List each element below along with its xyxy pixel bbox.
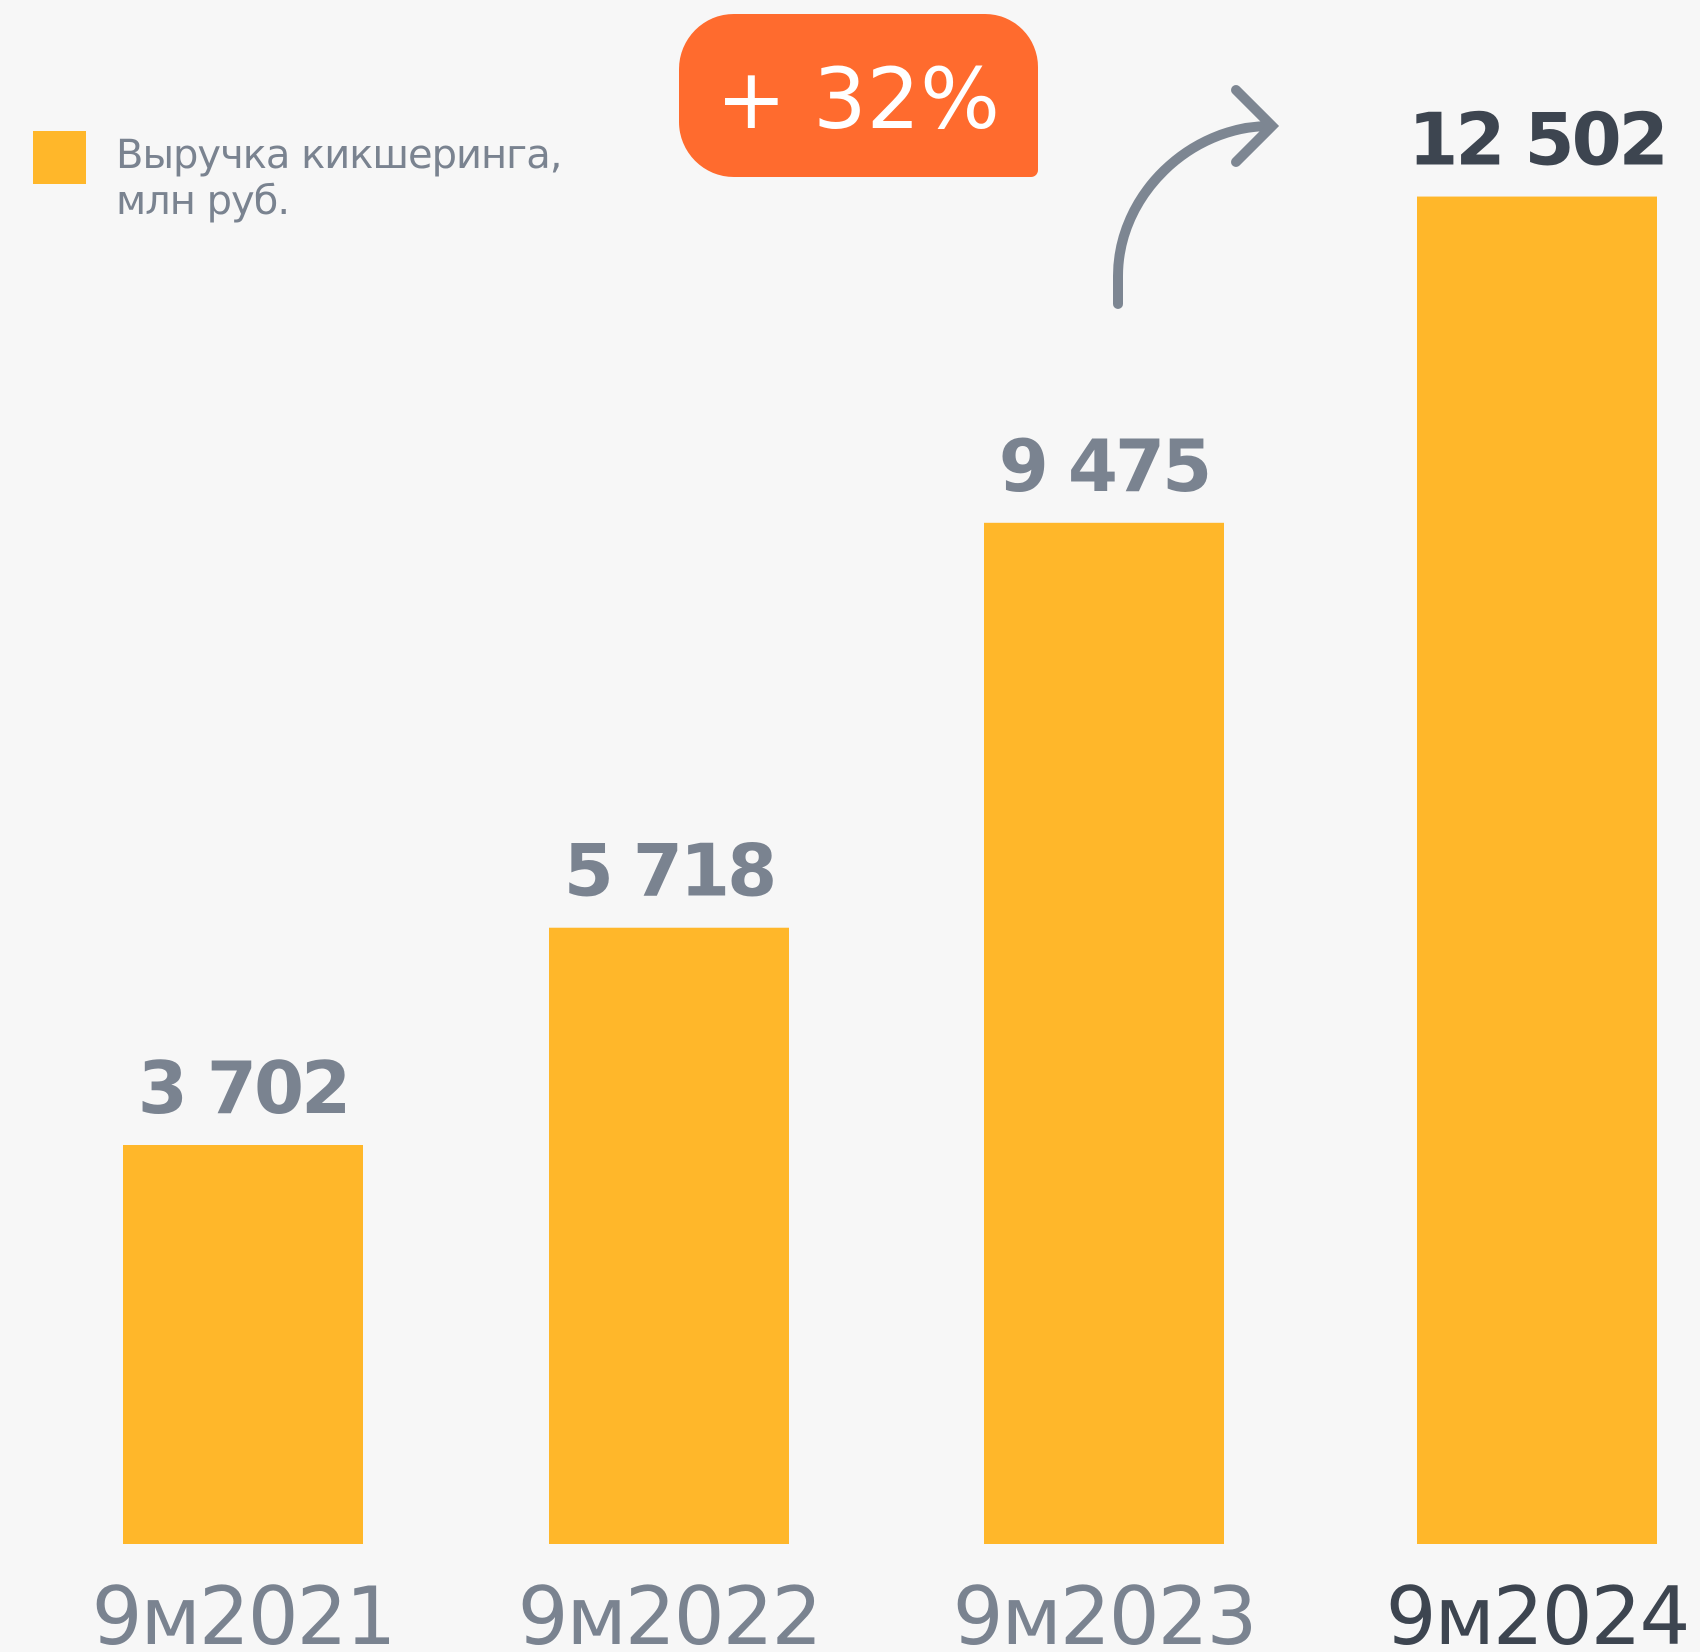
legend-label: Выручка кикшеринга, млн руб. — [116, 132, 562, 224]
value-label: 9 475 — [999, 424, 1209, 508]
x-tick-label: 9м2022 — [518, 1570, 821, 1652]
bar — [1417, 196, 1657, 1544]
growth-badge — [679, 14, 1038, 177]
legend-swatch — [33, 131, 86, 184]
growth-label: + 32% — [716, 50, 1000, 148]
growth-arrow — [1113, 85, 1280, 309]
value-label: 12 502 — [1408, 98, 1666, 182]
value-label: 5 718 — [564, 829, 774, 913]
x-tick-label: 9м2024 — [1386, 1570, 1689, 1652]
bar — [549, 927, 789, 1544]
bar — [123, 1145, 363, 1544]
x-tick-label: 9м2021 — [92, 1570, 395, 1652]
value-label: 3 702 — [138, 1046, 348, 1130]
x-tick-label: 9м2023 — [953, 1570, 1256, 1652]
bar — [984, 522, 1224, 1544]
